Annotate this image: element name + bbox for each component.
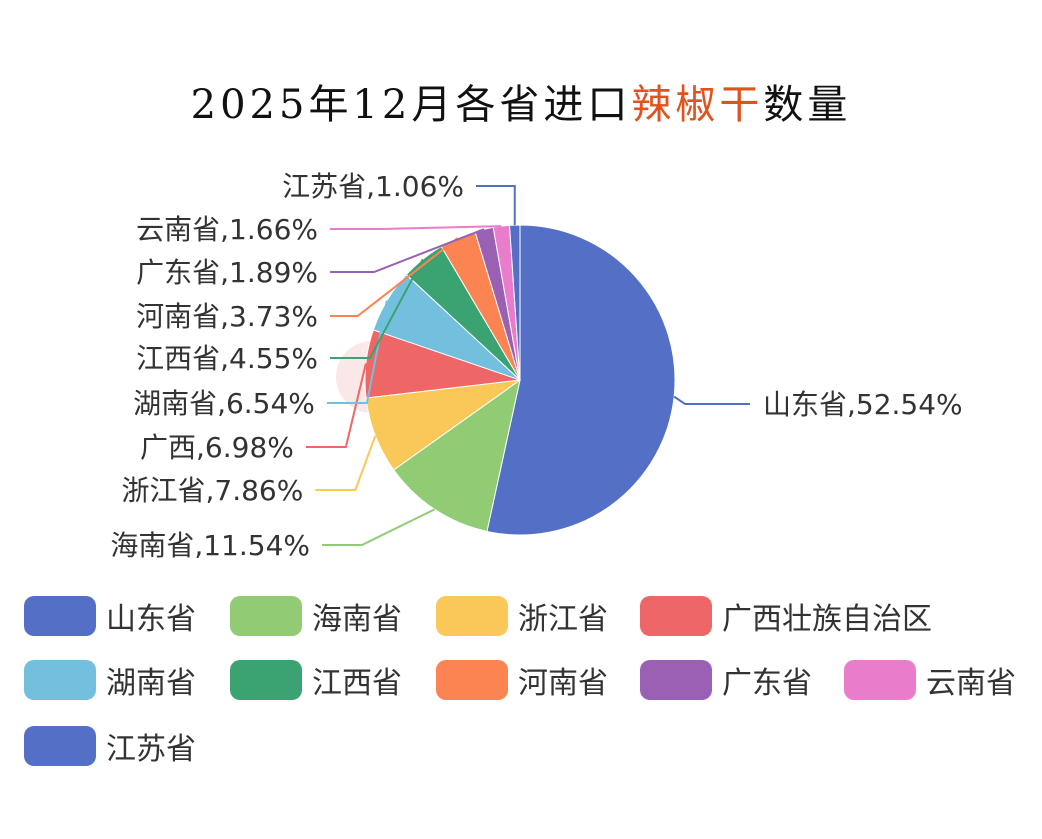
legend-item-8[interactable]: 云南省 [844,660,1016,701]
legend-item-4[interactable]: 湖南省 [24,660,196,701]
slice-label-6: 河南省,3.73% [136,300,318,333]
pie-chart: 山东省,52.54% 海南省,11.54% 浙江省,7.86% 广西,6.98% 湖南省… [110,170,962,562]
legend-label: 广东省 [722,666,812,701]
legend-swatch [230,660,302,700]
leader-lines [305,185,750,546]
legend-item-1[interactable]: 海南省 [230,596,402,637]
leader-line-4 [326,300,388,404]
legend-item-2[interactable]: 浙江省 [436,596,608,637]
legend-label: 河南省 [518,666,608,701]
leader-line-3 [305,363,367,448]
legend-swatch [640,596,712,636]
slice-label-2: 浙江省,7.86% [121,474,303,507]
leader-line-5 [330,258,424,359]
slice-label-1: 海南省,11.54% [110,529,310,562]
pie-slices [364,224,676,536]
legend-label: 浙江省 [518,602,608,637]
slice-label-5: 江西省,4.55% [136,342,318,375]
legend-label: 江苏省 [106,732,196,767]
legend-item-6[interactable]: 河南省 [436,660,608,701]
legend-swatch [24,726,96,766]
legend-label: 广西壮族自治区 [722,602,932,637]
legend-label: 湖南省 [106,666,196,701]
slice-label-3: 广西,6.98% [140,431,294,464]
legend-item-0[interactable]: 山东省 [24,596,196,637]
leader-line-7 [330,228,485,273]
legend-item-9[interactable]: 江苏省 [24,726,196,767]
slice-label-9: 江苏省,1.06% [282,170,464,203]
chart-title: 2025年12月各省进口辣椒干数量 [0,72,1042,130]
leader-line-1 [322,508,436,546]
legend-swatch [436,660,508,700]
slice-label-7: 广东省,1.89% [136,256,318,289]
leader-line-9 [476,185,516,226]
leader-line-8 [330,225,502,230]
slice-label-8: 云南省,1.66% [136,213,318,246]
legend-swatch [844,660,916,700]
leader-line-6 [330,237,459,317]
legend-item-7[interactable]: 广东省 [640,660,812,701]
legend-item-3[interactable]: 广西壮族自治区 [640,596,932,637]
legend-swatch [640,660,712,700]
legend-swatch [230,596,302,636]
leader-line-2 [315,435,377,491]
legend-label: 海南省 [312,602,402,637]
title-highlight: 辣椒干 [631,82,764,128]
slice-label-4: 湖南省,6.54% [133,387,315,420]
legend-swatch [24,596,96,636]
pie-slice-0 [486,224,676,536]
legend-label: 山东省 [106,602,196,637]
title-part2: 数量 [763,82,852,128]
legend-label: 江西省 [312,666,402,701]
legend-label: 云南省 [926,666,1016,701]
title-part1: 2025年12月各省进口 [190,82,632,128]
slice-labels: 山东省,52.54% 海南省,11.54% 浙江省,7.86% 广西,6.98% 湖南省… [110,170,962,562]
legend-swatch [436,596,508,636]
slice-label-0: 山东省,52.54% [763,388,963,421]
legend-swatch [24,660,96,700]
legend-item-5[interactable]: 江西省 [230,660,402,701]
pie-slice-1 [393,378,521,533]
leader-line-0 [673,395,750,405]
